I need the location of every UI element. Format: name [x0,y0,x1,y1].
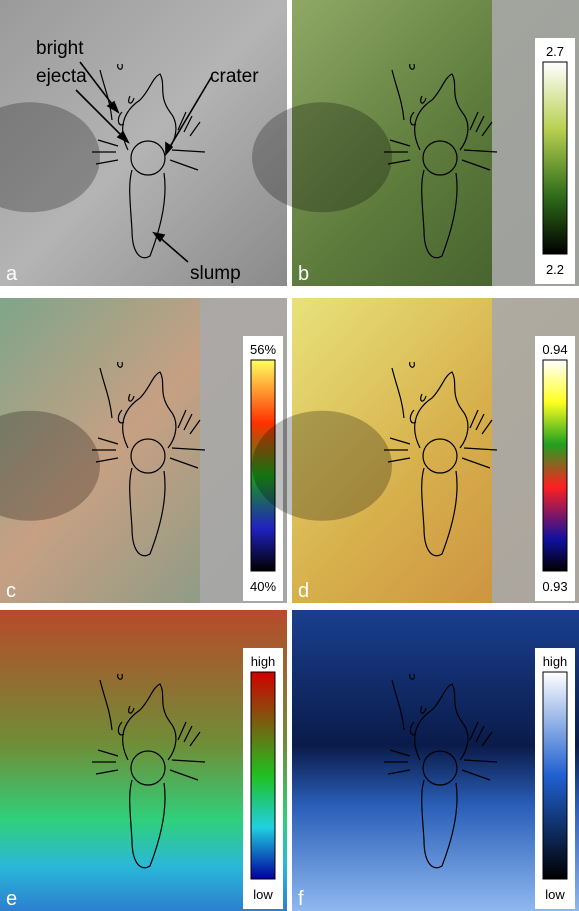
annotation: bright [36,38,84,59]
page: a b 2.7 2.2 c 56% 40% d 0.94 0.93 e high low f high low… [0,0,579,911]
annotation: crater [210,66,259,87]
colorbar [543,62,567,254]
colorbar-bottom-label: low [253,887,273,902]
colorbar-top-label: high [251,654,276,669]
colorbar-bottom-label: 2.2 [546,262,564,277]
panel: f high low [252,610,579,911]
panel: d 0.94 0.93 [252,298,579,603]
annotation: ejecta [36,66,87,87]
panel: b 2.7 2.2 [252,0,579,286]
panel-label: d [298,580,309,602]
shadow [252,411,392,521]
colorbar-bottom-label: low [545,887,565,902]
colorbar-bottom-label: 0.93 [542,579,567,594]
panels: a b 2.7 2.2 c 56% 40% d 0.94 0.93 e high low f high low [0,0,579,911]
annotation: slump [190,263,241,284]
panel: c 56% 40% [0,298,287,603]
colorbar-bottom-label: 40% [250,579,276,594]
panel-label: e [6,888,17,910]
colorbar [543,672,567,879]
colorbar-top-label: 2.7 [546,44,564,59]
colorbar-top-label: 0.94 [542,342,567,357]
panel-label: c [6,580,16,602]
panel-label: f [298,888,304,910]
colorbar-top-label: 56% [250,342,276,357]
colorbar [543,360,567,571]
colorbar [251,672,275,879]
panel-label: b [298,263,309,285]
panel-label: a [6,263,18,285]
panel: e high low [0,610,287,911]
colorbar-top-label: high [543,654,568,669]
shadow [252,102,392,212]
figure: a b 2.7 2.2 c 56% 40% d 0.94 0.93 e high low f high low… [0,0,579,911]
